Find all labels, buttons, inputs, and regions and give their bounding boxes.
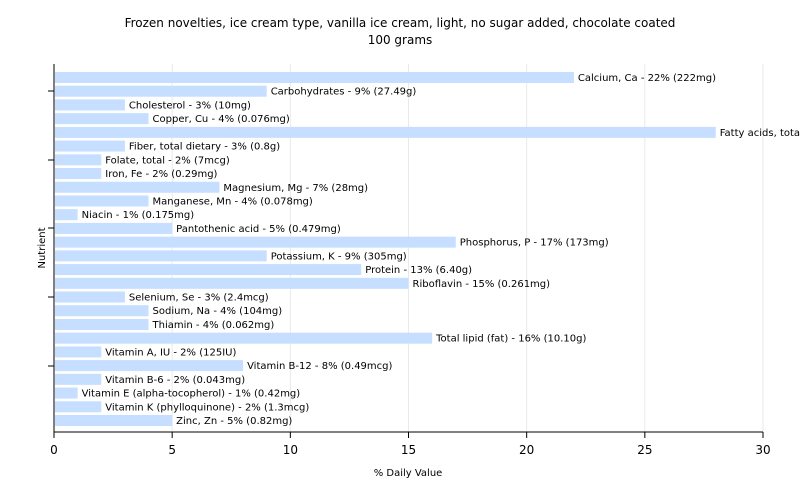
bar-label: Calcium, Ca - 22% (222mg) [578, 73, 716, 84]
bar-label: Pantothenic acid - 5% (0.479mg) [176, 224, 341, 235]
bar-label: Selenium, Se - 3% (2.4mcg) [129, 293, 269, 304]
bar [55, 401, 102, 413]
bar [55, 72, 574, 83]
bar-label: Niacin - 1% (0.175mg) [82, 210, 195, 221]
bar [55, 113, 149, 125]
bar [55, 305, 149, 317]
y-axis-title: Nutrient [37, 227, 48, 268]
bar-label: Cholesterol - 3% (10mg) [129, 100, 251, 111]
bar [55, 387, 78, 399]
bar-label: Vitamin K (phylloquinone) - 2% (1.3mcg) [105, 402, 309, 413]
x-tick-label: 30 [755, 443, 770, 457]
bar-label: Fiber, total dietary - 3% (0.8g) [129, 142, 280, 153]
chart-subtitle: 100 grams [368, 33, 433, 47]
bar-label: Vitamin B-12 - 8% (0.49mcg) [247, 361, 392, 372]
x-tick-label: 20 [519, 443, 534, 457]
bars-group [55, 72, 716, 426]
y-axis-ticks [48, 90, 54, 367]
bar-label: Riboflavin - 15% (0.261mg) [413, 279, 551, 290]
bar [55, 360, 244, 372]
bar [55, 332, 433, 344]
bar [55, 195, 149, 207]
bar [55, 264, 362, 276]
bar-label: Vitamin E (alpha-tocopherol) - 1% (0.42m… [82, 389, 301, 400]
bar [55, 277, 409, 289]
bar [55, 168, 102, 180]
bar [55, 318, 149, 330]
bar [55, 209, 78, 221]
bar-label: Vitamin A, IU - 2% (125IU) [105, 347, 236, 358]
bar [55, 222, 173, 234]
x-tick-label: 0 [50, 443, 58, 457]
bar-label: Copper, Cu - 4% (0.076mg) [153, 114, 290, 125]
x-axis-ticks: 0 5 10 15 20 25 30 [50, 432, 771, 457]
bar [55, 126, 716, 138]
bar [55, 291, 125, 303]
bar-label: Vitamin B-6 - 2% (0.043mg) [105, 375, 245, 386]
bar [55, 154, 102, 166]
bar-labels-group: Calcium, Ca - 22% (222mg) Carbohydrates -… [82, 73, 800, 427]
bar-label: Magnesium, Mg - 7% (28mg) [223, 183, 368, 194]
x-tick-label: 25 [637, 443, 652, 457]
bar-label: Carbohydrates - 9% (27.49g) [271, 87, 417, 98]
x-tick-label: 5 [168, 443, 176, 457]
bar-label: Manganese, Mn - 4% (0.078mg) [153, 196, 313, 207]
bar-label: Fatty acids, total saturated - 28% (5.52… [720, 128, 800, 139]
bar-label: Potassium, K - 9% (305mg) [271, 251, 407, 262]
bar [55, 85, 267, 97]
bar-label: Folate, total - 2% (7mcg) [105, 155, 230, 166]
bar [55, 346, 102, 358]
bar-label: Phosphorus, P - 17% (173mg) [460, 238, 609, 249]
bar [55, 236, 456, 248]
x-tick-label: 10 [283, 443, 298, 457]
bar-label: Thiamin - 4% (0.062mg) [152, 320, 275, 331]
bar [55, 99, 125, 111]
bar [55, 140, 125, 152]
x-tick-label: 15 [401, 443, 416, 457]
bar-label: Total lipid (fat) - 16% (10.10g) [435, 334, 586, 345]
bar-label: Protein - 13% (6.40g) [365, 265, 472, 276]
bar-label: Zinc, Zn - 5% (0.82mg) [176, 416, 292, 427]
bar [55, 250, 267, 262]
bar-label: Sodium, Na - 4% (104mg) [153, 306, 283, 317]
bar [55, 415, 173, 426]
x-axis-title: % Daily Value [374, 468, 443, 479]
bar [55, 373, 102, 385]
chart-title: Frozen novelties, ice cream type, vanill… [125, 16, 676, 30]
bar [55, 181, 220, 193]
bar-label: Iron, Fe - 2% (0.29mg) [105, 169, 217, 180]
